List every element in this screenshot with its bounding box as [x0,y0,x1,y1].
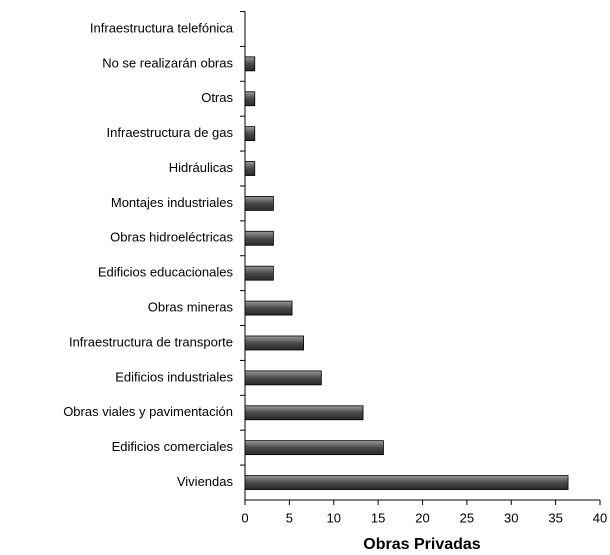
x-tick-label: 35 [548,510,562,525]
y-tick-label: Obras viales y pavimentación [63,404,233,419]
y-tick-label: Infraestructura de transporte [69,334,233,349]
bar [244,265,274,281]
x-tick-label: 5 [286,510,293,525]
x-tick-label: 30 [504,510,518,525]
y-tick-label: Obras hidroeléctricas [110,230,233,245]
y-tick-label: Montajes industriales [111,195,234,210]
bar [244,91,256,107]
x-tick-label: 10 [327,510,341,525]
y-tick-label: Obras mineras [148,300,234,315]
y-tick-label: Hidráulicas [169,160,234,175]
bar [244,230,274,246]
x-tick-label: 25 [460,510,474,525]
y-tick-label: Viviendas [177,474,234,489]
bar [244,196,274,211]
bar [244,370,322,386]
x-tick-label: 20 [415,510,429,525]
x-tick-label: 40 [593,510,607,525]
y-tick-label: Edificios comerciales [112,439,234,454]
bar [244,300,293,316]
x-tick-label: 15 [371,510,385,525]
y-tick-label: Infraestructura telefónica [90,20,234,35]
bar [244,56,256,72]
bar [244,475,569,490]
bar [244,126,256,142]
y-tick-label: No se realizarán obras [102,55,233,70]
bar [244,405,364,421]
y-tick-label: Otras [201,90,233,105]
y-tick-label: Edificios industriales [115,369,233,384]
bar [244,161,256,176]
y-tick-label: Infraestructura de gas [107,125,234,140]
x-tick-label: 0 [241,510,248,525]
bar [244,335,304,351]
bar [244,440,384,456]
y-tick-label: Edificios educacionales [98,265,234,280]
x-axis-title: Obras Privadas [363,536,481,553]
